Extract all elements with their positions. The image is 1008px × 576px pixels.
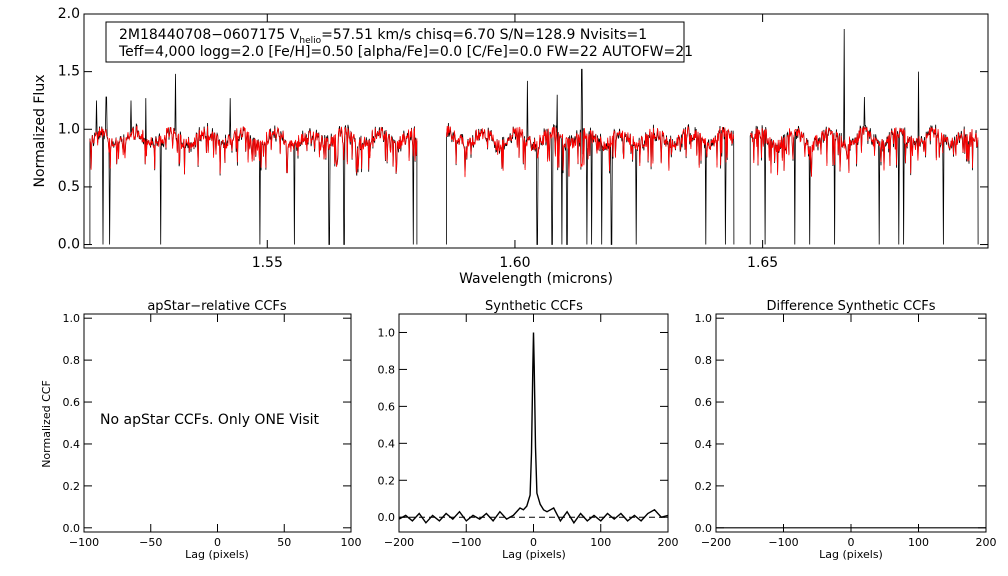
synthetic-ccf-line xyxy=(398,332,669,525)
difference-ticks: −200 −100 0 100 200 0.0 0.2 0.4 0.6 0.8 1.0 xyxy=(695,312,997,549)
synthetic-y-tick-label: 0.0 xyxy=(378,511,396,524)
synthetic-x-tick-label: 0 xyxy=(530,536,537,549)
difference-y-tick-label: 1.0 xyxy=(695,312,713,325)
apstar-panel-title: apStar−relative CCFs xyxy=(147,299,287,314)
difference-y-tick-label: 0.8 xyxy=(695,354,713,367)
synthetic-panel-title: Synthetic CCFs xyxy=(485,299,583,314)
synthetic-spectrum-segment xyxy=(89,125,418,175)
synthetic-spectrum-segment xyxy=(446,125,735,178)
difference-panel-title: Difference Synthetic CCFs xyxy=(766,299,935,314)
spectrum-y-axis-label: Normalized Flux xyxy=(32,75,48,188)
apstar-y-tick-label: 0.2 xyxy=(63,480,81,493)
apstar-y-tick-label: 0.4 xyxy=(63,438,81,451)
difference-ccf-panel: Difference Synthetic CCFs −200 −100 0 100 20… xyxy=(695,299,997,561)
spectrum-y-tick-label: 2.0 xyxy=(58,6,80,22)
info-line-1-rest: =57.51 km/s chisq=6.70 S/N=128.9 Nvisits… xyxy=(321,27,647,43)
spectrum-y-tick-label: 0.5 xyxy=(58,179,80,195)
apstar-x-axis-label: Lag (pixels) xyxy=(185,548,249,561)
apstar-y-tick-label: 0.6 xyxy=(63,396,81,409)
synthetic-y-tick-label: 1.0 xyxy=(378,326,396,339)
spectrum-x-tick-label: 1.55 xyxy=(252,255,283,271)
spectrum-x-axis-label: Wavelength (microns) xyxy=(459,271,613,287)
synthetic-x-tick-label: 100 xyxy=(590,536,611,549)
spectrum-x-tick-label: 1.65 xyxy=(747,255,778,271)
synthetic-x-tick-label: −200 xyxy=(384,536,414,549)
synthetic-y-tick-label: 0.6 xyxy=(378,400,396,413)
spectrum-x-ticks: 1.55 1.60 1.65 xyxy=(252,14,778,271)
apstar-note: No apStar CCFs. Only ONE Visit xyxy=(100,412,320,428)
apstar-x-tick-label: −100 xyxy=(69,536,99,549)
info-box xyxy=(105,21,685,63)
synthetic-ccf-panel: Synthetic CCFs −200 −100 0 100 200 0.0 0.2 0.4 0… xyxy=(378,299,679,561)
difference-y-tick-label: 0.0 xyxy=(695,522,713,535)
spectrum-y-tick-label: 0.0 xyxy=(58,237,80,253)
synthetic-y-tick-label: 0.8 xyxy=(378,363,396,376)
synthetic-spectrum-segment xyxy=(750,125,979,177)
difference-x-axis-label: Lag (pixels) xyxy=(819,548,883,561)
difference-x-tick-label: 100 xyxy=(908,536,929,549)
spectrum-y-ticks: 0.0 0.5 1.0 1.5 2.0 xyxy=(58,6,988,253)
difference-x-tick-label: −200 xyxy=(701,536,731,549)
apstar-x-tick-label: 0 xyxy=(214,536,221,549)
apstar-x-tick-label: 100 xyxy=(341,536,362,549)
difference-y-tick-label: 0.2 xyxy=(695,480,713,493)
info-line-2: Teff=4,000 logg=2.0 [Fe/H]=0.50 [alpha/F… xyxy=(118,44,693,60)
difference-y-tick-label: 0.6 xyxy=(695,396,713,409)
difference-y-tick-label: 0.4 xyxy=(695,438,713,451)
spectrum-plot-frame xyxy=(83,13,989,249)
observed-spectrum-segment xyxy=(749,28,979,245)
apstar-ccf-panel: apStar−relative CCFs −100 −50 0 50 100 0.0 0.2… xyxy=(40,299,362,561)
difference-x-tick-label: −100 xyxy=(768,536,798,549)
apstar-x-tick-label: −50 xyxy=(139,536,162,549)
apstar-y-tick-label: 0.0 xyxy=(63,522,81,535)
synthetic-y-tick-label: 0.4 xyxy=(378,437,396,450)
apstar-x-tick-label: 50 xyxy=(277,536,291,549)
observed-spectrum-segment xyxy=(89,73,418,245)
observed-spectrum-segment xyxy=(446,68,735,245)
apstar-y-tick-label: 1.0 xyxy=(63,312,81,325)
star-id-label: 2M18440708−0607175 V xyxy=(119,27,300,43)
spectrum-x-tick-label: 1.60 xyxy=(499,255,530,271)
synthetic-x-tick-label: 200 xyxy=(658,536,679,549)
difference-x-tick-label: 200 xyxy=(976,536,997,549)
info-line-1: 2M18440708−0607175 Vhelio=57.51 km/s chi… xyxy=(119,27,647,46)
ccf-y-axis-label: Normalized CCF xyxy=(40,380,53,468)
spectrum-y-tick-label: 1.0 xyxy=(58,121,80,137)
synthetic-x-tick-label: −100 xyxy=(451,536,481,549)
synthetic-x-axis-label: Lag (pixels) xyxy=(502,548,566,561)
difference-x-tick-label: 0 xyxy=(848,536,855,549)
synthetic-y-tick-label: 0.2 xyxy=(378,474,396,487)
apstar-ticks: −100 −50 0 50 100 0.0 0.2 0.4 0.6 0.8 1.0 xyxy=(63,312,362,549)
spectrum-y-tick-label: 1.5 xyxy=(58,64,80,80)
helio-subscript: helio xyxy=(299,36,321,46)
synthetic-ticks: −200 −100 0 100 200 0.0 0.2 0.4 0.6 0.8 1.0 xyxy=(378,314,679,549)
apstar-y-tick-label: 0.8 xyxy=(63,354,81,367)
difference-plot-frame xyxy=(715,313,987,533)
spectrum-lines xyxy=(89,28,979,245)
spectrum-panel: 0.0 0.5 1.0 1.5 2.0 1.55 1.60 1.65 Normalized … xyxy=(32,6,989,287)
